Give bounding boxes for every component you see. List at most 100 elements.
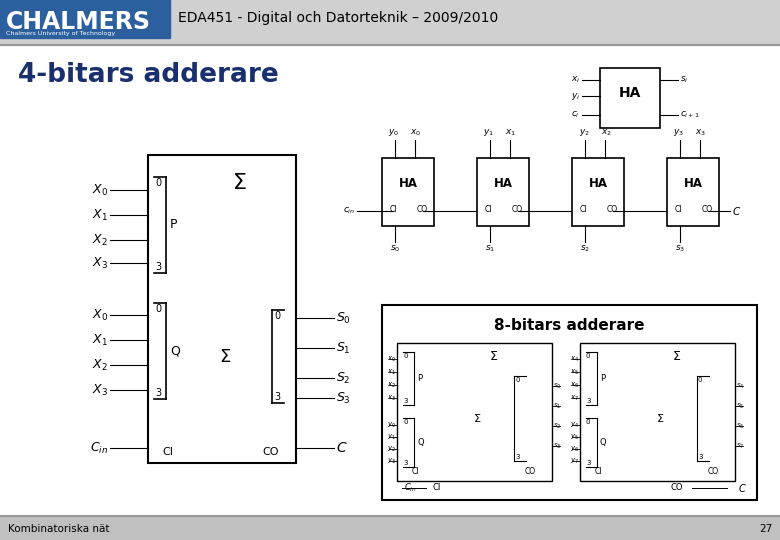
Text: $y_0$: $y_0$ xyxy=(388,127,399,138)
Text: $y_6$: $y_6$ xyxy=(570,444,579,454)
Text: 0: 0 xyxy=(403,353,407,359)
Text: HA: HA xyxy=(494,177,512,190)
Text: 3: 3 xyxy=(155,262,161,272)
Text: $s_2$: $s_2$ xyxy=(580,244,590,254)
Bar xyxy=(148,155,296,463)
Text: CI: CI xyxy=(411,467,419,476)
Bar xyxy=(397,343,552,481)
Text: $y_1$: $y_1$ xyxy=(484,127,495,138)
Text: 3: 3 xyxy=(403,460,407,466)
Text: CI: CI xyxy=(484,205,492,214)
Text: CO: CO xyxy=(707,467,718,476)
Text: $s_2$: $s_2$ xyxy=(553,421,562,430)
Text: $s_0$: $s_0$ xyxy=(390,244,400,254)
Text: $x_6$: $x_6$ xyxy=(570,380,579,389)
Text: $X_1$: $X_1$ xyxy=(92,333,108,348)
Text: $S_1$: $S_1$ xyxy=(336,340,351,355)
Text: $X_0$: $X_0$ xyxy=(92,307,108,322)
Text: HA: HA xyxy=(399,177,417,190)
Text: $\Sigma$: $\Sigma$ xyxy=(488,350,498,363)
Text: Kombinatoriska nät: Kombinatoriska nät xyxy=(8,524,109,534)
Text: Q: Q xyxy=(170,345,180,357)
Text: $X_3$: $X_3$ xyxy=(92,255,108,271)
Text: CO: CO xyxy=(263,447,279,457)
Text: $\Sigma$: $\Sigma$ xyxy=(232,173,247,193)
Text: 0: 0 xyxy=(586,353,590,359)
Text: $y_i$: $y_i$ xyxy=(571,91,580,102)
Text: $S_2$: $S_2$ xyxy=(336,370,350,386)
Text: P: P xyxy=(170,219,178,232)
Text: $x_i$: $x_i$ xyxy=(571,75,580,85)
Text: 0: 0 xyxy=(155,178,161,188)
Text: $x_0$: $x_0$ xyxy=(410,127,421,138)
Text: 27: 27 xyxy=(759,524,772,534)
Text: $C$: $C$ xyxy=(336,441,348,455)
Text: 4-bitars adderare: 4-bitars adderare xyxy=(18,62,278,88)
Text: $s_3$: $s_3$ xyxy=(675,244,685,254)
Text: CI: CI xyxy=(580,205,587,214)
Text: $x_7$: $x_7$ xyxy=(570,394,579,403)
Text: $C_{in}$: $C_{in}$ xyxy=(403,482,417,494)
Bar xyxy=(667,158,719,226)
Text: CI: CI xyxy=(675,205,682,214)
Text: 0: 0 xyxy=(515,377,519,383)
Text: CO: CO xyxy=(417,205,428,214)
Text: Q: Q xyxy=(600,438,607,447)
Text: $x_4$: $x_4$ xyxy=(570,354,579,363)
Text: 3: 3 xyxy=(403,398,407,404)
Text: $X_0$: $X_0$ xyxy=(92,183,108,198)
Text: 3: 3 xyxy=(586,460,590,466)
Text: HA: HA xyxy=(683,177,703,190)
Text: Q: Q xyxy=(417,438,424,447)
Text: $y_3$: $y_3$ xyxy=(387,456,396,465)
Text: $\Sigma$: $\Sigma$ xyxy=(657,413,665,424)
Text: $x_2$: $x_2$ xyxy=(387,380,396,389)
Text: $X_3$: $X_3$ xyxy=(92,382,108,397)
Text: $x_0$: $x_0$ xyxy=(387,354,396,363)
Text: $y_4$: $y_4$ xyxy=(570,421,579,430)
Text: $c_{in}$: $c_{in}$ xyxy=(342,206,355,217)
Text: $s_i$: $s_i$ xyxy=(680,75,689,85)
Text: EDA451 - Digital och Datorteknik – 2009/2010: EDA451 - Digital och Datorteknik – 2009/… xyxy=(178,11,498,25)
Text: $s_1$: $s_1$ xyxy=(553,401,562,410)
Text: $\Sigma$: $\Sigma$ xyxy=(219,348,231,366)
Text: CO: CO xyxy=(524,467,536,476)
Text: CI: CI xyxy=(433,483,441,492)
Text: $s_5$: $s_5$ xyxy=(736,401,744,410)
Text: $x_3$: $x_3$ xyxy=(387,394,396,403)
Text: $S_0$: $S_0$ xyxy=(336,310,351,326)
Text: $X_2$: $X_2$ xyxy=(92,357,108,373)
Text: 0: 0 xyxy=(586,419,590,425)
Text: $y_2$: $y_2$ xyxy=(579,127,590,138)
Text: CHALMERS: CHALMERS xyxy=(6,10,151,34)
Text: $\Sigma$: $\Sigma$ xyxy=(473,413,482,424)
Text: CO: CO xyxy=(512,205,523,214)
Bar xyxy=(580,343,735,481)
Text: 3: 3 xyxy=(698,454,703,460)
Text: 3: 3 xyxy=(586,398,590,404)
Text: $c_i$: $c_i$ xyxy=(571,110,580,120)
Text: 3: 3 xyxy=(155,388,161,398)
Bar xyxy=(572,158,624,226)
Text: $s_6$: $s_6$ xyxy=(736,421,744,430)
Text: $\Sigma$: $\Sigma$ xyxy=(672,350,681,363)
Text: CI: CI xyxy=(390,205,397,214)
Text: $s_7$: $s_7$ xyxy=(736,441,744,450)
Text: $c_{i+1}$: $c_{i+1}$ xyxy=(680,110,700,120)
Text: CO: CO xyxy=(607,205,618,214)
Text: $x_2$: $x_2$ xyxy=(601,127,612,138)
Text: 0: 0 xyxy=(403,419,407,425)
Bar xyxy=(382,158,434,226)
Text: $y_0$: $y_0$ xyxy=(387,421,396,430)
Bar xyxy=(382,305,757,500)
Text: $s_1$: $s_1$ xyxy=(485,244,495,254)
Text: CO: CO xyxy=(702,205,713,214)
Text: P: P xyxy=(417,374,422,383)
Text: 3: 3 xyxy=(274,392,280,402)
Text: HA: HA xyxy=(588,177,608,190)
Bar xyxy=(0,516,780,540)
Text: $s_0$: $s_0$ xyxy=(553,381,562,390)
Text: $s_3$: $s_3$ xyxy=(553,441,562,450)
Text: $x_3$: $x_3$ xyxy=(696,127,707,138)
Text: CI: CI xyxy=(594,467,601,476)
